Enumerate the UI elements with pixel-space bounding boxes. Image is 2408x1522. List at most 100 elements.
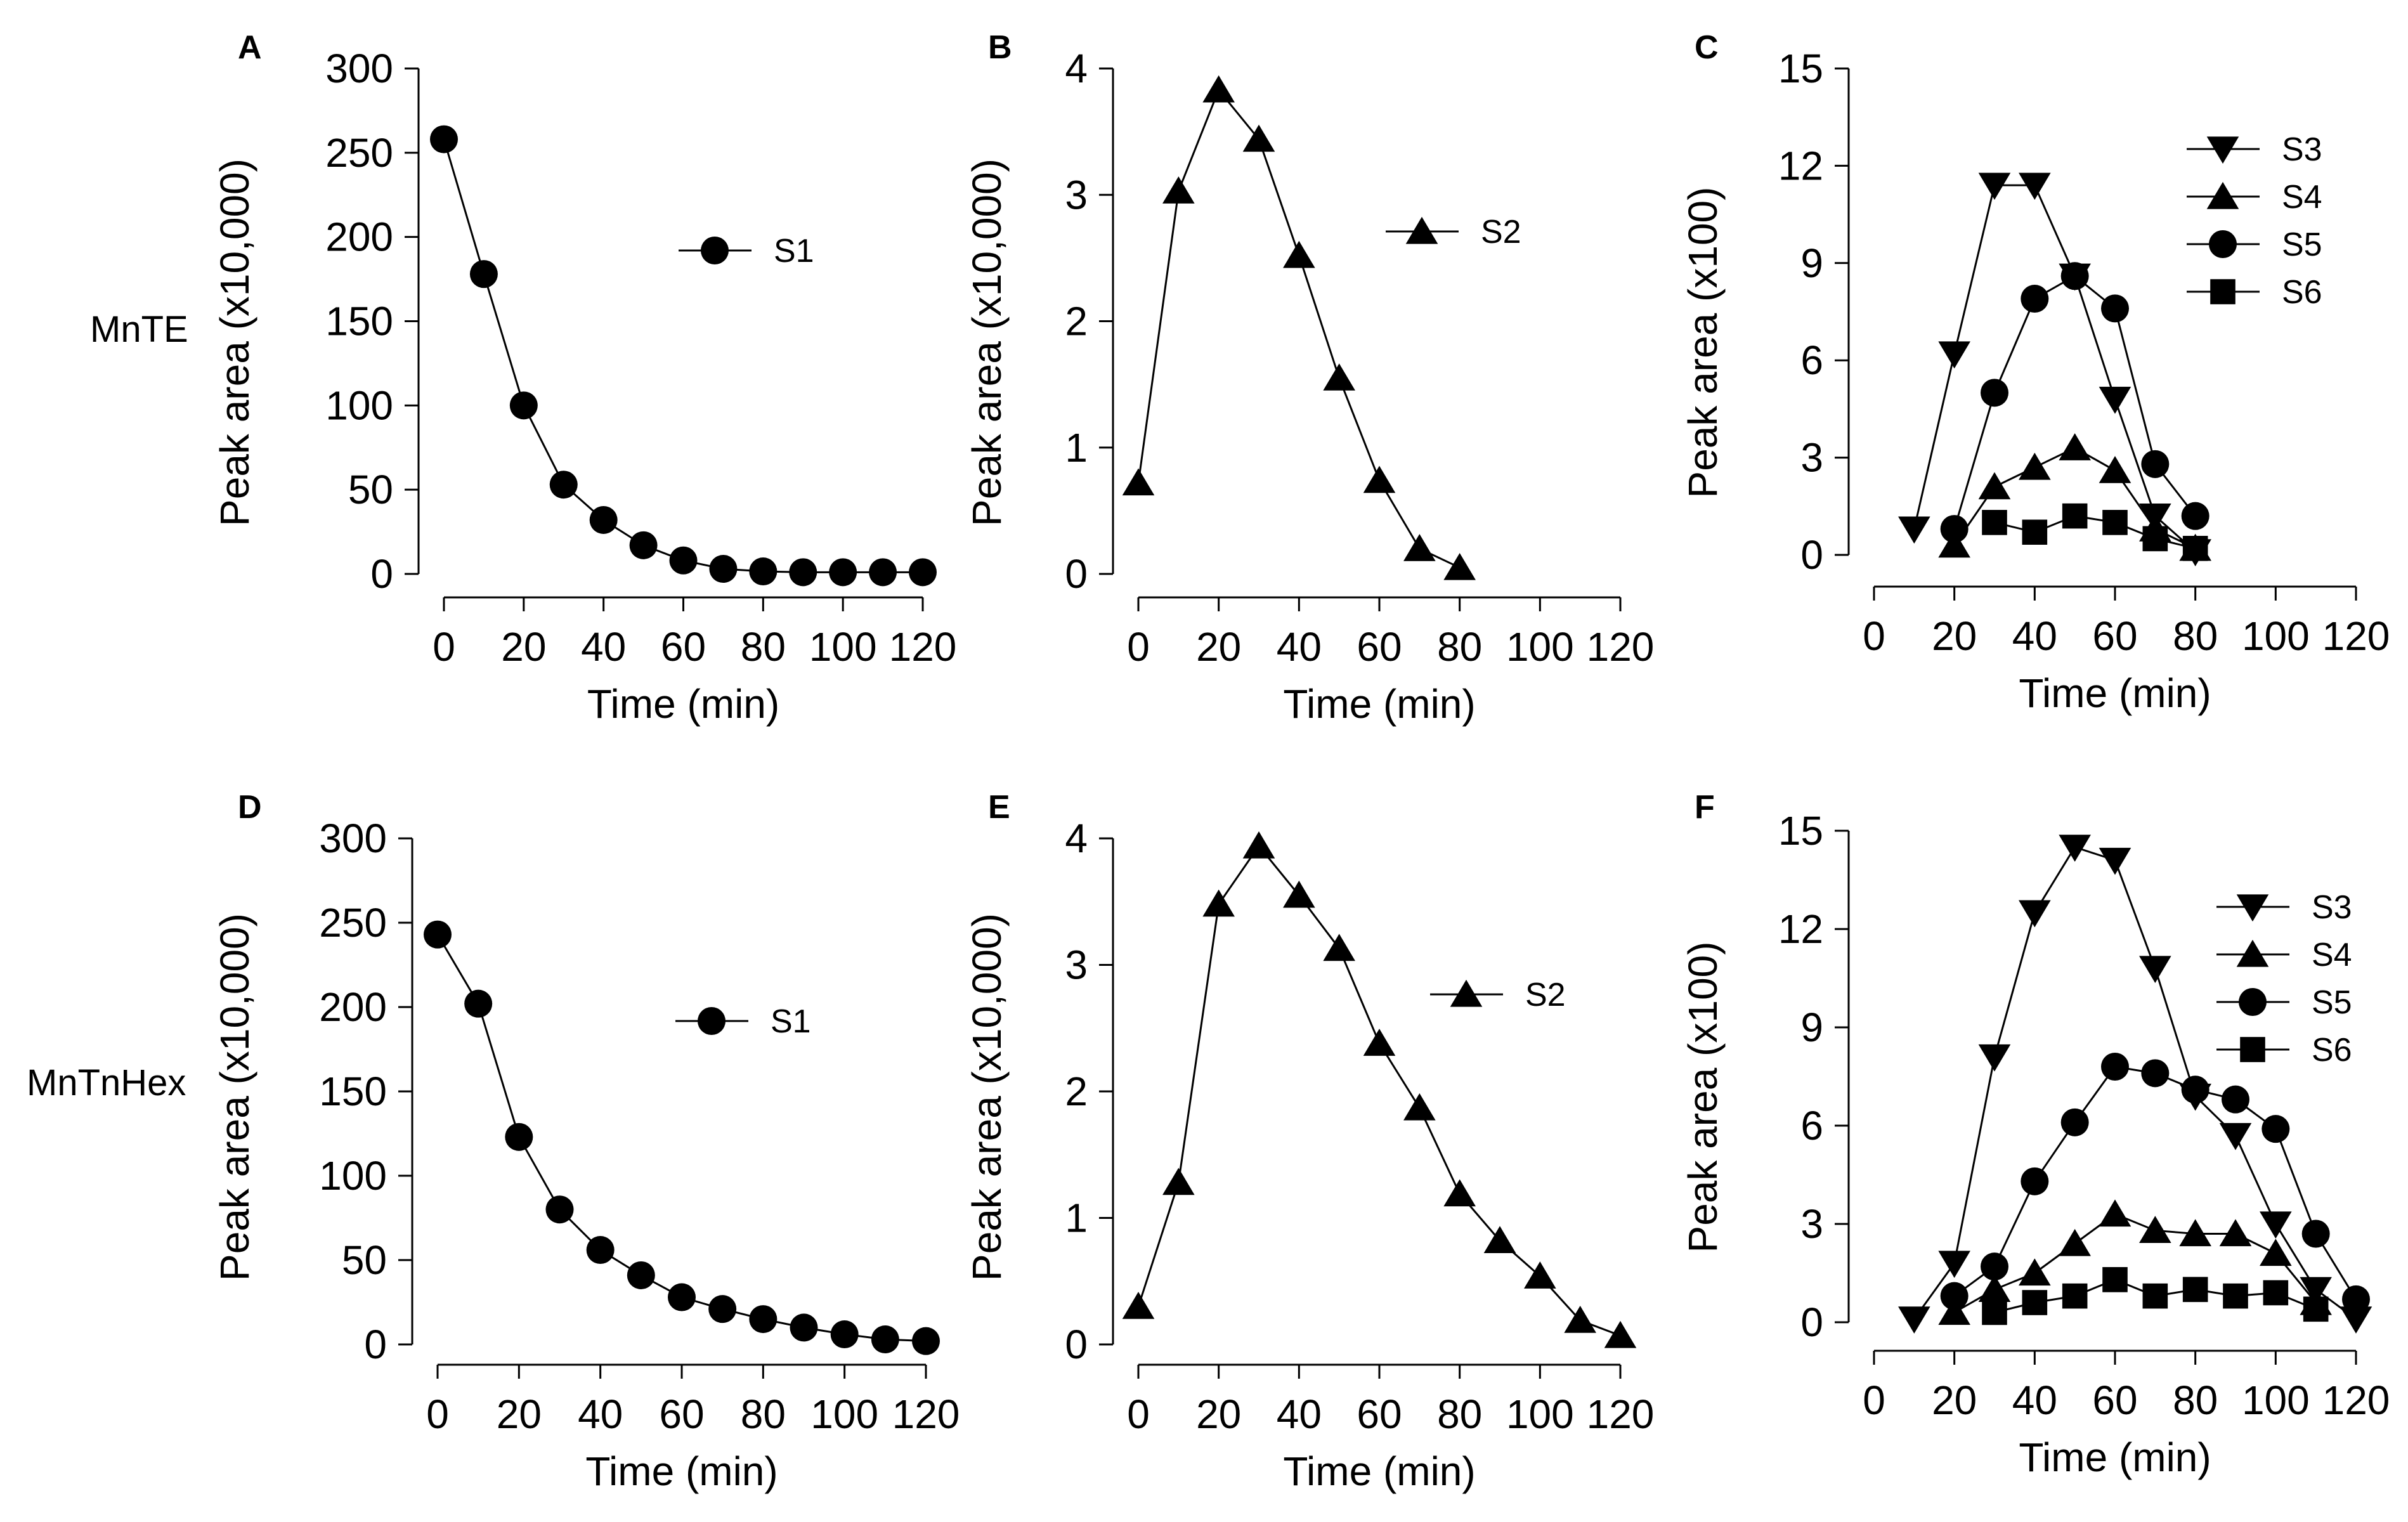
x-tick-label: 100 <box>1506 624 1574 670</box>
y-tick-label: 12 <box>1778 906 1823 952</box>
data-point <box>2219 1122 2252 1150</box>
x-tick-label: 100 <box>2242 1377 2310 1423</box>
x-tick-label: 120 <box>1587 1391 1655 1437</box>
legend-marker <box>698 1007 726 1035</box>
legend-marker <box>1450 979 1483 1007</box>
data-point <box>871 1325 899 1354</box>
legend-label: S6 <box>2312 1032 2352 1069</box>
data-point <box>1981 379 2008 407</box>
x-tick-label: 120 <box>889 624 957 670</box>
data-point <box>2182 535 2208 561</box>
legend-label: S5 <box>2312 984 2352 1021</box>
series-s6 <box>1982 1267 2329 1325</box>
x-axis-label: Time (min) <box>587 681 779 727</box>
x-tick-label: 120 <box>2322 1377 2390 1423</box>
data-point <box>1162 1168 1195 1195</box>
panel-letter: C <box>1695 29 1719 66</box>
data-point <box>2022 1290 2048 1315</box>
legend-label: S4 <box>2282 179 2322 216</box>
data-point <box>2141 450 2170 478</box>
panel-a: A 0 50 100 150 200 250 300 0 20 40 60 80 100 120 Time (… <box>212 29 956 727</box>
y-tick-label: 15 <box>1778 46 1823 91</box>
y-tick-label: 2 <box>1065 1069 1088 1114</box>
data-point <box>1202 889 1235 917</box>
x-tick-label: 60 <box>2092 1377 2137 1423</box>
x-tick-label: 20 <box>1932 1377 1977 1423</box>
data-point <box>586 1236 615 1265</box>
data-point <box>909 558 937 587</box>
series-s5 <box>1940 262 2210 543</box>
y-tick-label: 0 <box>1065 1322 1088 1367</box>
data-point <box>2182 1277 2208 1303</box>
y-tick-label: 50 <box>348 467 393 512</box>
y-tick-label: 200 <box>319 984 387 1030</box>
y-tick-label: 9 <box>1800 240 1823 286</box>
data-point <box>2262 1115 2290 1143</box>
y-tick-label: 0 <box>370 551 393 597</box>
data-point <box>2060 262 2089 290</box>
panel-letter: E <box>988 789 1010 826</box>
x-tick-label: 60 <box>661 624 706 670</box>
x-axis-label: Time (min) <box>2019 1434 2211 1480</box>
data-point <box>629 531 658 559</box>
data-point <box>1604 1320 1637 1348</box>
x-tick-label: 0 <box>1127 1391 1150 1437</box>
data-point <box>2142 1283 2168 1309</box>
legend: S2 <box>1386 214 1521 250</box>
panel-letter: A <box>238 29 262 66</box>
y-tick-label: 100 <box>319 1153 387 1199</box>
data-point <box>2099 386 2131 414</box>
data-point <box>2139 1216 2171 1243</box>
x-tick-label: 80 <box>741 624 786 670</box>
y-tick-label: 3 <box>1800 1201 1823 1247</box>
data-point <box>708 1295 737 1324</box>
panel-letter: B <box>988 29 1012 66</box>
legend: S1 <box>675 1003 811 1040</box>
legend: S3 S4 S5 S6 <box>2216 889 2352 1069</box>
data-point <box>669 546 698 575</box>
data-point <box>2062 503 2088 529</box>
data-point <box>1978 1044 2011 1072</box>
row-label-mnte: MnTE <box>90 309 188 350</box>
y-tick-label: 150 <box>325 299 393 344</box>
data-point <box>2141 1059 2170 1088</box>
y-tick-label: 3 <box>1065 172 1088 218</box>
panel-c: C 0 3 6 9 12 15 0 20 40 60 80 100 120 Time (min) Peak a… <box>1680 29 2390 716</box>
data-point <box>2260 1211 2292 1239</box>
x-tick-label: 80 <box>1437 1391 1482 1437</box>
data-point <box>2099 847 2131 875</box>
data-point <box>829 558 857 587</box>
data-point <box>1443 552 1476 580</box>
legend-marker <box>2209 230 2237 258</box>
data-point <box>2059 835 2091 862</box>
x-tick-label: 80 <box>2173 613 2218 659</box>
data-point <box>2059 433 2091 460</box>
legend-label: S3 <box>2312 889 2352 926</box>
legend-label: S1 <box>771 1003 811 1040</box>
legend-marker <box>2206 136 2239 164</box>
data-point <box>2219 1219 2252 1247</box>
panel-f: F 0 3 6 9 12 15 0 20 40 60 80 100 120 Time (min) Peak a… <box>1680 789 2390 1480</box>
data-point <box>1524 1261 1556 1289</box>
data-point <box>869 558 897 587</box>
data-point <box>1122 468 1155 496</box>
data-point <box>1564 1305 1596 1333</box>
y-tick-label: 300 <box>325 46 393 91</box>
x-tick-label: 80 <box>2173 1377 2218 1423</box>
x-tick-label: 20 <box>497 1391 542 1437</box>
data-point <box>589 505 618 534</box>
x-tick-label: 100 <box>809 624 877 670</box>
data-point <box>2303 1296 2329 1322</box>
y-tick-label: 3 <box>1800 435 1823 481</box>
y-tick-label: 12 <box>1778 143 1823 188</box>
data-point <box>2019 452 2051 480</box>
x-tick-label: 0 <box>1863 613 1885 659</box>
data-point <box>1242 124 1275 152</box>
series-line <box>1913 184 2196 553</box>
data-point <box>2102 1267 2128 1292</box>
legend-marker <box>2239 988 2267 1016</box>
data-point <box>1978 172 2011 200</box>
y-tick-label: 4 <box>1065 816 1088 861</box>
data-point <box>1323 363 1355 391</box>
series-line <box>1953 1213 2317 1313</box>
